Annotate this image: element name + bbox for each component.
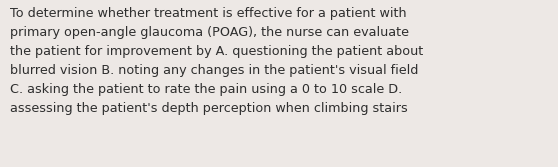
Text: To determine whether treatment is effective for a patient with
primary open-angl: To determine whether treatment is effect… [10, 7, 424, 115]
